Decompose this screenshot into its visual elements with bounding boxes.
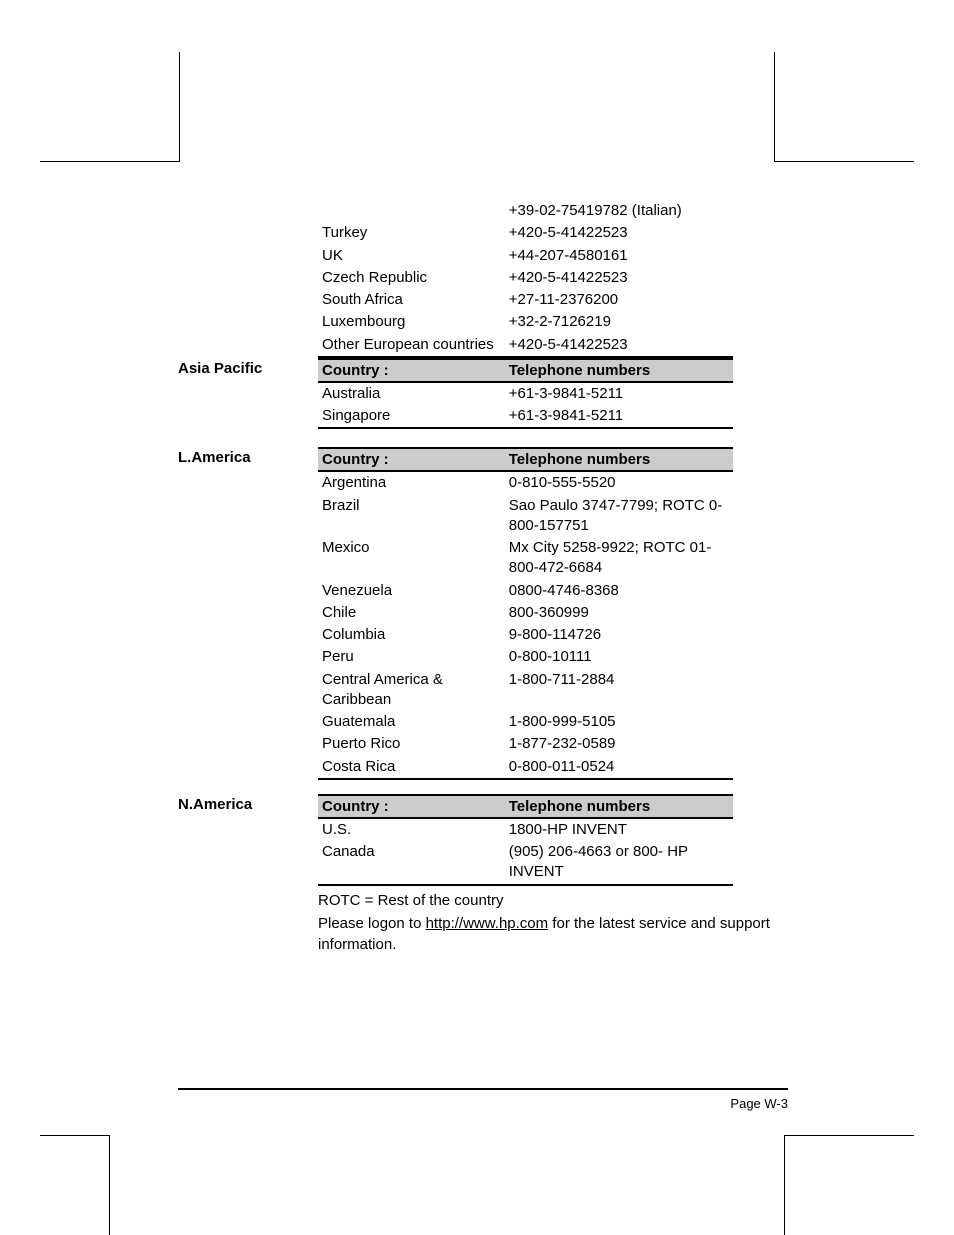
table-row: Central America & Caribbean1-800-711-288… (318, 669, 733, 712)
table-row: Czech Republic+420-5-41422523 (318, 267, 733, 289)
cell-country: South Africa (318, 289, 505, 311)
table-row: Venezuela0800-4746-8368 (318, 580, 733, 602)
cell-country: Canada (318, 841, 505, 885)
cell-country: Luxembourg (318, 311, 505, 333)
cell-phone: Sao Paulo 3747-7799; ROTC 0-800-157751 (505, 495, 733, 538)
cell-country: Argentina (318, 471, 505, 494)
table-l-america: Country : Telephone numbers Argentina0-8… (318, 447, 733, 780)
cell-phone: +420-5-41422523 (505, 222, 733, 244)
table-row: U.S.1800-HP INVENT (318, 818, 733, 841)
region-label-asia-pacific: Asia Pacific (178, 358, 318, 430)
table-row: Puerto Rico1-877-232-0589 (318, 733, 733, 755)
region-block-asia-pacific: Asia Pacific Country : Telephone numbers… (178, 358, 788, 430)
table-row: MexicoMx City 5258-9922; ROTC 01-800-472… (318, 537, 733, 580)
region-block-n-america: N.America Country : Telephone numbers U.… (178, 794, 788, 886)
region-label-europe-continued (178, 200, 318, 358)
cell-country: Czech Republic (318, 267, 505, 289)
table-row: Costa Rica0-800-011-0524 (318, 756, 733, 779)
table-row: Turkey+420-5-41422523 (318, 222, 733, 244)
region-block-l-america: L.America Country : Telephone numbers Ar… (178, 447, 788, 780)
table-row: Canada(905) 206-4663 or 800- HP INVENT (318, 841, 733, 885)
table-row: UK+44-207-4580161 (318, 245, 733, 267)
header-country: Country : (318, 359, 505, 382)
cell-country (318, 200, 505, 222)
cell-phone: 0-810-555-5520 (505, 471, 733, 494)
cell-country: Brazil (318, 495, 505, 538)
table-row: South Africa+27-11-2376200 (318, 289, 733, 311)
cell-phone: 1-800-711-2884 (505, 669, 733, 712)
cell-phone: +420-5-41422523 (505, 334, 733, 357)
note-logon-url[interactable]: http://www.hp.com (426, 915, 549, 932)
cell-country: Turkey (318, 222, 505, 244)
table-row: Argentina0-810-555-5520 (318, 471, 733, 494)
header-phone: Telephone numbers (505, 795, 733, 818)
crop-mark-top-right (774, 52, 914, 162)
footnotes: ROTC = Rest of the country Please logon … (318, 890, 788, 955)
cell-country: Puerto Rico (318, 733, 505, 755)
table-row: Peru0-800-10111 (318, 646, 733, 668)
cell-country: Chile (318, 602, 505, 624)
cell-phone: 1800-HP INVENT (505, 818, 733, 841)
table-row: BrazilSao Paulo 3747-7799; ROTC 0-800-15… (318, 495, 733, 538)
header-country: Country : (318, 448, 505, 471)
cell-country: Australia (318, 382, 505, 405)
cell-country: U.S. (318, 818, 505, 841)
table-n-america: Country : Telephone numbers U.S.1800-HP … (318, 794, 733, 886)
table-header-row: Country : Telephone numbers (318, 448, 733, 471)
cell-phone: (905) 206-4663 or 800- HP INVENT (505, 841, 733, 885)
table-row: Luxembourg+32-2-7126219 (318, 311, 733, 333)
table-header-row: Country : Telephone numbers (318, 359, 733, 382)
note-logon-pre: Please logon to (318, 915, 426, 932)
crop-mark-bottom-left (40, 1135, 110, 1235)
cell-phone: +420-5-41422523 (505, 267, 733, 289)
page-number: Page W-3 (178, 1096, 788, 1111)
header-country: Country : (318, 795, 505, 818)
table-row: Other European countries+420-5-41422523 (318, 334, 733, 357)
note-logon: Please logon to http://www.hp.com for th… (318, 913, 788, 955)
table-asia-pacific: Country : Telephone numbers Australia+61… (318, 358, 733, 430)
cell-phone: +61-3-9841-5211 (505, 382, 733, 405)
table-row: Singapore+61-3-9841-5211 (318, 405, 733, 428)
cell-country: Singapore (318, 405, 505, 428)
table-row: Australia+61-3-9841-5211 (318, 382, 733, 405)
cell-phone: 0-800-011-0524 (505, 756, 733, 779)
cell-country: Venezuela (318, 580, 505, 602)
header-phone: Telephone numbers (505, 448, 733, 471)
cell-phone: 0800-4746-8368 (505, 580, 733, 602)
cell-phone: 1-877-232-0589 (505, 733, 733, 755)
cell-country: UK (318, 245, 505, 267)
cell-phone: 800-360999 (505, 602, 733, 624)
footer-rule (178, 1088, 788, 1090)
region-block-europe-continued: +39-02-75419782 (Italian) Turkey+420-5-4… (178, 200, 788, 358)
cell-phone: +39-02-75419782 (Italian) (505, 200, 733, 222)
page-content: +39-02-75419782 (Italian) Turkey+420-5-4… (178, 200, 788, 957)
table-row: Chile800-360999 (318, 602, 733, 624)
cell-phone: +32-2-7126219 (505, 311, 733, 333)
crop-mark-top-left (40, 52, 180, 162)
cell-phone: +61-3-9841-5211 (505, 405, 733, 428)
region-label-l-america: L.America (178, 447, 318, 780)
cell-phone: +27-11-2376200 (505, 289, 733, 311)
table-row: Guatemala1-800-999-5105 (318, 711, 733, 733)
table-header-row: Country : Telephone numbers (318, 795, 733, 818)
cell-phone: Mx City 5258-9922; ROTC 01-800-472-6684 (505, 537, 733, 580)
cell-country: Costa Rica (318, 756, 505, 779)
cell-country: Guatemala (318, 711, 505, 733)
cell-country: Central America & Caribbean (318, 669, 505, 712)
region-label-n-america: N.America (178, 794, 318, 886)
table-row: Columbia9-800-114726 (318, 624, 733, 646)
cell-phone: +44-207-4580161 (505, 245, 733, 267)
crop-mark-bottom-right (784, 1135, 914, 1235)
cell-country: Peru (318, 646, 505, 668)
cell-country: Other European countries (318, 334, 505, 357)
note-rotc: ROTC = Rest of the country (318, 890, 788, 911)
table-europe-continued: +39-02-75419782 (Italian) Turkey+420-5-4… (318, 200, 733, 358)
cell-country: Mexico (318, 537, 505, 580)
table-row: +39-02-75419782 (Italian) (318, 200, 733, 222)
cell-phone: 0-800-10111 (505, 646, 733, 668)
cell-country: Columbia (318, 624, 505, 646)
header-phone: Telephone numbers (505, 359, 733, 382)
cell-phone: 1-800-999-5105 (505, 711, 733, 733)
cell-phone: 9-800-114726 (505, 624, 733, 646)
